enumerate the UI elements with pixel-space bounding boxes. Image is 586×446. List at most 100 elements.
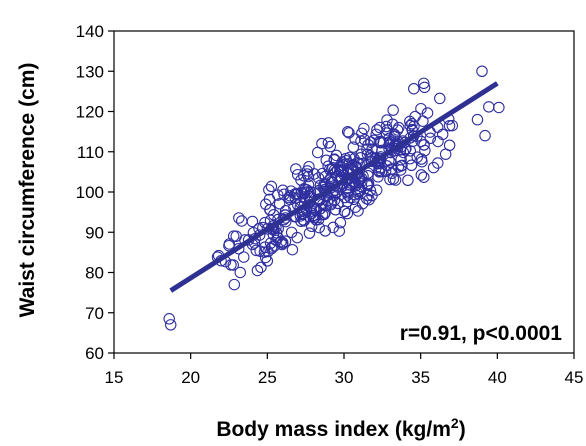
data-point [434,92,446,105]
y-tick-label: 60 [85,344,104,363]
data-point [384,156,397,168]
data-point [402,174,414,187]
y-tick-label: 110 [77,143,104,162]
y-tick-label: 120 [76,103,104,122]
data-point [306,207,318,220]
x-tick-label: 40 [488,368,507,387]
data-point [323,163,336,176]
data-point [389,130,401,142]
data-point [164,319,177,331]
data-point [370,184,383,196]
data-point [417,77,430,90]
data-point [349,133,361,145]
y-tick-label: 130 [76,62,104,81]
data-point [308,168,320,180]
data-point [347,141,360,153]
data-point [328,154,341,166]
data-point [368,134,380,147]
data-point [316,137,328,150]
x-tick-label: 20 [181,368,200,387]
annotation-text: r=0.91, p<0.0001 [400,322,563,345]
data-point [246,215,259,228]
data-point [418,171,430,183]
data-point [298,191,311,203]
data-point [329,203,342,216]
x-axis-title: Body mass index (kg/m2) [216,415,465,441]
data-point [303,227,316,239]
y-axis-title: Waist circumference (cm) [16,63,39,318]
data-point [251,264,264,277]
x-axis-title-end: ) [459,418,466,441]
data-point [493,101,505,114]
data-point [290,163,302,175]
data-point [265,180,278,193]
x-tick-label: 25 [258,368,277,387]
data-point [313,221,325,234]
data-point [360,192,373,205]
x-axis-title-main: Body mass index (kg/m [216,418,451,441]
data-point [352,205,364,217]
y-axis-ticks: 60 70 80 90 100 110 120 130 140 [76,22,114,363]
x-tick-label: 30 [335,368,354,387]
data-point [387,104,399,116]
x-axis-ticks: 15 20 25 30 35 40 45 [105,353,584,387]
data-point [389,174,402,186]
data-point [341,207,354,220]
data-point [284,193,296,206]
data-point [365,136,377,148]
data-point [259,216,271,229]
data-point [263,193,276,206]
x-tick-label: 15 [105,368,124,387]
regression-line-group [169,81,499,293]
data-point [340,152,352,165]
data-point [332,197,344,210]
data-point [383,132,395,145]
data-point [395,160,407,172]
data-point [291,168,304,181]
data-point [356,127,368,140]
data-point [427,161,440,174]
data-point [327,221,339,234]
data-point [228,278,241,291]
x-tick-label: 45 [565,368,584,387]
data-point [273,198,286,210]
data-point [261,255,274,267]
data-point [476,65,488,78]
data-point [329,166,342,178]
data-point [301,165,314,177]
data-point [436,128,449,141]
data-point [418,139,430,151]
data-point [394,164,407,176]
data-point [415,102,427,115]
data-point [406,118,418,130]
data-point [227,259,239,271]
data-point [275,235,287,248]
data-point [233,212,245,224]
data-point [347,159,359,171]
data-point [408,82,420,95]
data-point [356,175,368,187]
data-point [286,243,299,256]
data-point [432,157,444,169]
data-point [471,113,484,126]
data-point [258,246,271,258]
data-point [404,152,416,165]
data-point [344,191,356,204]
y-tick-label: 70 [85,304,104,323]
data-point [291,231,303,244]
data-point [322,137,335,149]
data-point [355,148,368,160]
data-point [341,125,354,138]
y-tick-label: 140 [76,22,104,41]
data-point [236,215,248,227]
data-point [234,266,247,279]
data-point [439,148,452,160]
data-point [358,122,370,135]
data-point [479,129,491,142]
data-point [312,172,325,184]
data-point [371,124,383,136]
data-point [338,205,351,218]
data-point [163,313,175,325]
data-point [259,241,271,253]
data-point [238,251,250,263]
